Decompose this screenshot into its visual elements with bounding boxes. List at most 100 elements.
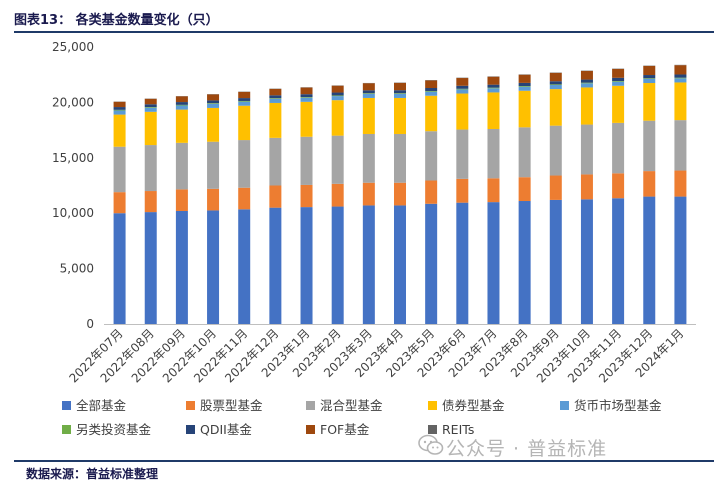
bar-segment-0 bbox=[144, 212, 157, 324]
wechat-icon bbox=[418, 434, 444, 455]
legend-label: 货币市场型基金 bbox=[574, 398, 662, 413]
bar-segment-0 bbox=[456, 202, 469, 324]
bar-segment-6 bbox=[207, 100, 220, 104]
data-source: 数据来源：普益标准整理 bbox=[26, 467, 159, 481]
legend-swatch bbox=[62, 401, 71, 410]
bar-segment-3 bbox=[674, 82, 687, 121]
bar-segment-0 bbox=[207, 210, 220, 324]
bar-segment-7 bbox=[518, 74, 531, 83]
legend-label: FOF基金 bbox=[320, 422, 370, 437]
bar-segment-4 bbox=[612, 81, 625, 86]
bar-segment-4 bbox=[425, 91, 438, 96]
bar-segment-1 bbox=[269, 185, 282, 208]
bar-segment-2 bbox=[674, 120, 687, 171]
bar-segment-4 bbox=[113, 110, 126, 115]
bar-segment-4 bbox=[580, 83, 593, 88]
bar-segment-7 bbox=[456, 78, 469, 86]
legend-swatch bbox=[428, 401, 437, 410]
bar-segment-7 bbox=[362, 83, 375, 91]
chart-title: 图表13： 各类基金数量变化（只） bbox=[14, 13, 219, 28]
bar-segment-3 bbox=[175, 109, 188, 143]
legend-label: QDII基金 bbox=[200, 422, 252, 437]
bar-segment-7 bbox=[331, 85, 344, 93]
bar-segment-4 bbox=[269, 98, 282, 103]
bar-segment-2 bbox=[518, 127, 531, 178]
bar-segment-1 bbox=[425, 180, 438, 204]
bar-segment-6 bbox=[643, 75, 656, 79]
bar-segment-2 bbox=[425, 131, 438, 181]
bar-segment-0 bbox=[674, 196, 687, 324]
bar-segment-2 bbox=[487, 128, 500, 179]
legend-label: 混合型基金 bbox=[320, 398, 383, 413]
legend-label: 另类投资基金 bbox=[76, 422, 152, 437]
bar-segment-5 bbox=[300, 97, 313, 98]
bar-segment-5 bbox=[487, 87, 500, 89]
bar-segment-1 bbox=[331, 183, 344, 207]
title-divider bbox=[14, 31, 714, 33]
bar-segment-1 bbox=[487, 178, 500, 203]
y-tick-label: 0 bbox=[86, 317, 94, 331]
y-tick-label: 10,000 bbox=[52, 206, 94, 220]
bar-segment-2 bbox=[269, 137, 282, 186]
bar-segment-4 bbox=[549, 85, 562, 90]
bar-segment-3 bbox=[331, 100, 344, 136]
bar-segment-0 bbox=[643, 196, 656, 324]
title-bar: 图表13： 各类基金数量变化（只） bbox=[14, 6, 714, 32]
bar-segment-5 bbox=[643, 78, 656, 79]
bar-segment-2 bbox=[612, 122, 625, 174]
bar-segment-3 bbox=[518, 90, 531, 128]
bar-segment-5 bbox=[456, 88, 469, 90]
bar-segment-3 bbox=[113, 114, 126, 147]
bar-segment-5 bbox=[425, 90, 438, 92]
bar-segment-1 bbox=[518, 177, 531, 202]
bar-segment-5 bbox=[331, 95, 344, 97]
watermark: 公众号 · 普益标准 bbox=[446, 438, 608, 460]
bar-segment-0 bbox=[394, 205, 406, 324]
bar-segment-1 bbox=[300, 184, 313, 208]
bar-segment-6 bbox=[269, 95, 282, 99]
bar-segment-2 bbox=[175, 142, 188, 190]
bar-segment-2 bbox=[456, 129, 469, 179]
bar-segment-3 bbox=[269, 102, 282, 138]
bar-segment-4 bbox=[207, 103, 220, 108]
bar-segment-6 bbox=[612, 77, 625, 82]
bar-segment-2 bbox=[207, 141, 220, 189]
legend-swatch bbox=[186, 425, 195, 434]
bar-segment-2 bbox=[144, 145, 157, 192]
bar-segment-5 bbox=[238, 100, 251, 102]
bar-segment-3 bbox=[549, 89, 562, 126]
bar-segment-4 bbox=[674, 78, 687, 83]
bar-segment-4 bbox=[331, 96, 344, 101]
bar-segment-1 bbox=[238, 187, 251, 210]
bar-segment-6 bbox=[518, 82, 531, 87]
bar-segment-6 bbox=[144, 104, 157, 108]
bar-segment-3 bbox=[362, 97, 375, 134]
y-tick-label: 20,000 bbox=[52, 95, 94, 109]
bar-segment-4 bbox=[643, 78, 656, 84]
bar-segment-5 bbox=[612, 81, 625, 82]
bar-segment-1 bbox=[580, 174, 593, 200]
bar-segment-5 bbox=[394, 93, 406, 94]
bar-segment-6 bbox=[394, 90, 406, 94]
bar-segment-7 bbox=[425, 80, 438, 88]
bar-segment-5 bbox=[580, 82, 593, 84]
bar-segment-4 bbox=[175, 105, 188, 110]
bar-segment-7 bbox=[612, 68, 625, 78]
bar-segment-1 bbox=[394, 182, 406, 206]
bar-segment-7 bbox=[643, 65, 656, 76]
bar-segment-1 bbox=[113, 192, 126, 214]
bar-segment-6 bbox=[113, 107, 126, 110]
y-tick-label: 5,000 bbox=[60, 262, 94, 276]
legend-label: 全部基金 bbox=[76, 398, 127, 413]
bar-segment-0 bbox=[487, 202, 500, 324]
bar-segment-4 bbox=[300, 97, 313, 102]
bar-segment-0 bbox=[269, 207, 282, 324]
bar-segment-7 bbox=[238, 91, 251, 99]
bar-segment-1 bbox=[643, 171, 656, 197]
bar-segment-3 bbox=[580, 87, 593, 125]
bar-segment-7 bbox=[549, 72, 562, 82]
bar-segment-7 bbox=[300, 87, 313, 95]
bar-segment-2 bbox=[643, 120, 656, 172]
bar-segment-3 bbox=[487, 92, 500, 129]
